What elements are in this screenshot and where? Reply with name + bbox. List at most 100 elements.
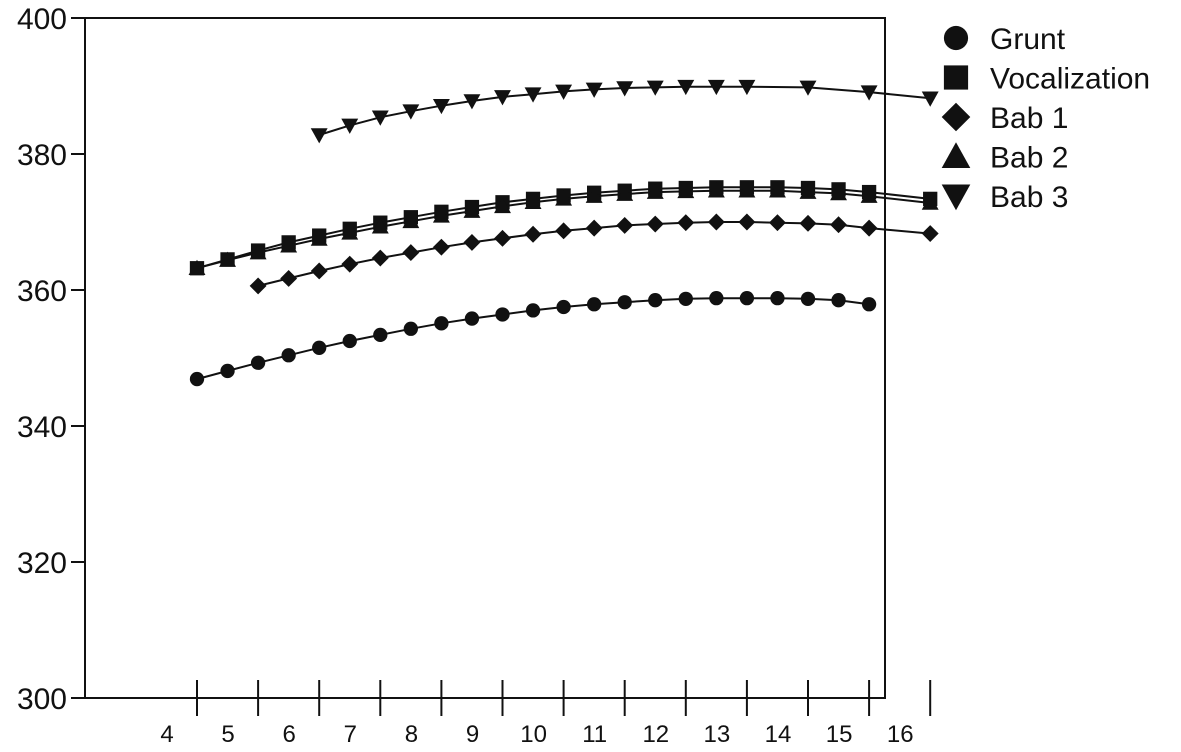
y-tick-label: 300	[17, 683, 67, 716]
point-bab-1	[432, 238, 450, 256]
y-tick-label: 360	[17, 275, 67, 308]
point-bab-2	[341, 224, 359, 240]
point-bab-2	[860, 187, 878, 203]
point-grunt	[739, 291, 755, 306]
point-bab-3	[524, 87, 542, 103]
point-bab-2	[371, 218, 389, 234]
x-tick-label: 13	[704, 721, 731, 748]
legend-item-bab-1: Bab 1	[941, 102, 1068, 135]
point-grunt	[312, 340, 327, 355]
y-axis: 300 320 340 360 380 400	[17, 3, 85, 716]
point-bab-3	[585, 82, 603, 98]
legend-marker-vocalization	[943, 65, 969, 90]
legend-label-bab-2: Bab 2	[990, 142, 1068, 175]
point-bab-3	[646, 80, 664, 96]
point-bab-2	[799, 183, 817, 199]
y-tick-label: 320	[17, 547, 67, 580]
point-bab-2	[432, 207, 450, 223]
point-bab-3	[371, 110, 389, 126]
x-tick-label: 14	[765, 721, 792, 748]
x-tick-label: 12	[642, 721, 669, 748]
point-bab-3	[707, 79, 725, 96]
point-bab-2	[310, 230, 328, 246]
point-bab-2	[646, 183, 664, 199]
point-bab-3	[616, 81, 634, 97]
point-grunt	[189, 371, 205, 387]
point-bab-3	[341, 118, 359, 134]
point-bab-2	[524, 193, 542, 210]
point-bab-2	[707, 182, 725, 198]
x-tick-label: 11	[582, 721, 607, 748]
point-grunt	[831, 293, 846, 308]
y-tick-label: 380	[17, 139, 67, 172]
point-grunt	[617, 295, 632, 310]
point-bab-3	[463, 94, 481, 110]
point-grunt	[709, 291, 724, 306]
point-grunt	[800, 291, 816, 306]
point-bab-2	[616, 185, 634, 201]
point-bab-3	[860, 85, 878, 101]
point-grunt	[556, 299, 571, 315]
x-tick-label: 8	[405, 721, 418, 748]
x-tick-label: 9	[466, 721, 479, 748]
point-bab-1	[494, 229, 511, 247]
series-layer	[188, 79, 939, 387]
series-bab-3	[310, 79, 939, 144]
point-bab-1	[769, 214, 786, 232]
point-bab-1	[341, 255, 359, 273]
legend-marker-grunt	[943, 25, 969, 51]
point-bab-2	[677, 182, 695, 199]
point-bab-1	[555, 222, 573, 240]
point-bab-1	[249, 277, 267, 295]
point-bab-3	[921, 91, 939, 107]
x-axis: 4 5 6 7 8 9 10 11 12 13 14 15 16	[160, 680, 932, 748]
x-tick-label: 16	[887, 721, 914, 748]
point-grunt	[525, 303, 541, 318]
legend-item-bab-2: Bab 2	[941, 142, 1068, 175]
point-bab-1	[738, 213, 756, 231]
point-bab-1	[402, 244, 420, 262]
series-line-bab-1	[257, 221, 931, 287]
point-grunt	[587, 297, 602, 312]
point-bab-3	[677, 79, 695, 96]
point-bab-3	[310, 128, 328, 144]
point-bab-1	[371, 249, 389, 267]
point-bab-1	[707, 213, 725, 231]
point-bab-1	[677, 214, 695, 232]
point-bab-1	[799, 214, 817, 232]
x-tick-label: 7	[344, 721, 357, 748]
point-bab-3	[402, 104, 420, 120]
point-bab-1	[524, 225, 542, 243]
legend: Grunt Vocalization Bab 1 Bab 2 Bab 3	[941, 23, 1150, 214]
point-grunt	[250, 355, 266, 370]
point-bab-3	[494, 90, 511, 106]
point-bab-3	[738, 79, 756, 96]
point-grunt	[678, 291, 693, 306]
point-bab-2	[494, 197, 511, 214]
legend-item-bab-3: Bab 3	[941, 181, 1068, 214]
point-bab-2	[830, 184, 847, 201]
point-bab-3	[555, 84, 573, 100]
y-tick-label: 400	[17, 3, 67, 36]
point-grunt	[373, 327, 388, 343]
plot-frame	[84, 17, 886, 699]
point-bab-2	[463, 202, 481, 218]
point-bab-2	[249, 244, 267, 260]
point-bab-2	[188, 259, 206, 275]
point-grunt	[281, 348, 296, 363]
legend-marker-bab-3	[941, 184, 971, 211]
legend-marker-bab-1	[941, 102, 971, 132]
point-bab-2	[555, 190, 573, 206]
series-grunt	[189, 291, 877, 387]
point-bab-1	[280, 269, 298, 287]
legend-label-vocalization: Vocalization	[990, 63, 1150, 96]
point-grunt	[434, 316, 449, 331]
x-tick-label: 6	[283, 721, 296, 748]
point-bab-3	[432, 98, 450, 115]
point-bab-2	[219, 251, 236, 267]
point-grunt	[861, 297, 877, 312]
legend-item-vocalization: Vocalization	[943, 63, 1150, 96]
legend-label-bab-1: Bab 1	[990, 102, 1068, 135]
point-bab-1	[616, 216, 634, 234]
